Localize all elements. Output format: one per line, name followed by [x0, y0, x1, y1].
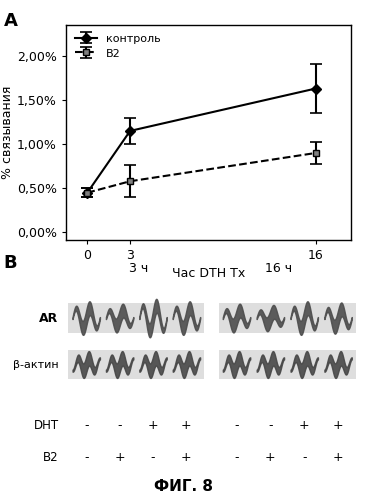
Text: AR: AR	[39, 311, 59, 324]
FancyBboxPatch shape	[324, 308, 352, 328]
Text: -: -	[84, 419, 89, 432]
FancyBboxPatch shape	[139, 308, 167, 328]
Text: -: -	[117, 419, 122, 432]
FancyBboxPatch shape	[223, 308, 250, 328]
FancyBboxPatch shape	[291, 354, 318, 375]
FancyBboxPatch shape	[106, 354, 133, 375]
Text: +: +	[181, 419, 192, 432]
Text: β-актин: β-актин	[13, 359, 59, 370]
Text: -: -	[234, 419, 239, 432]
FancyBboxPatch shape	[324, 354, 352, 375]
Text: ФИГ. 8: ФИГ. 8	[153, 479, 213, 494]
Y-axis label: % связывания: % связывания	[1, 85, 14, 179]
Text: +: +	[299, 419, 310, 432]
FancyBboxPatch shape	[173, 354, 200, 375]
FancyBboxPatch shape	[173, 308, 200, 328]
Text: -: -	[234, 451, 239, 464]
FancyBboxPatch shape	[139, 354, 167, 375]
FancyBboxPatch shape	[223, 354, 250, 375]
Text: -: -	[268, 419, 273, 432]
Text: -: -	[302, 451, 306, 464]
Text: 3 ч: 3 ч	[130, 262, 149, 275]
Text: +: +	[265, 451, 276, 464]
Text: B: B	[4, 254, 17, 272]
X-axis label: Час DTH Tx: Час DTH Tx	[172, 267, 245, 280]
Text: DHT: DHT	[33, 419, 59, 432]
Text: +: +	[114, 451, 125, 464]
Text: A: A	[4, 12, 18, 30]
Text: B2: B2	[43, 451, 59, 464]
Text: +: +	[333, 419, 343, 432]
Text: -: -	[84, 451, 89, 464]
FancyBboxPatch shape	[72, 308, 100, 328]
FancyBboxPatch shape	[106, 308, 133, 328]
FancyBboxPatch shape	[291, 308, 318, 328]
FancyBboxPatch shape	[257, 308, 284, 328]
Text: 16 ч: 16 ч	[265, 262, 292, 275]
FancyBboxPatch shape	[72, 354, 100, 375]
FancyBboxPatch shape	[257, 354, 284, 375]
Text: -: -	[151, 451, 155, 464]
FancyBboxPatch shape	[68, 350, 204, 379]
Text: +: +	[333, 451, 343, 464]
Text: +: +	[181, 451, 192, 464]
Legend: контроль, В2: контроль, В2	[71, 30, 164, 62]
Text: +: +	[148, 419, 158, 432]
FancyBboxPatch shape	[68, 303, 204, 333]
FancyBboxPatch shape	[219, 303, 356, 333]
FancyBboxPatch shape	[219, 350, 356, 379]
